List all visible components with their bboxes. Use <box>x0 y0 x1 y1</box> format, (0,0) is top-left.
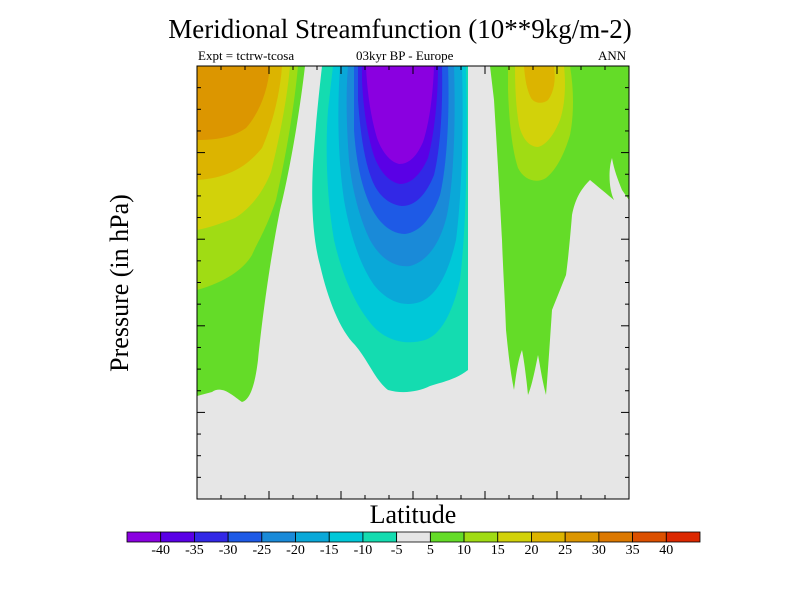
colorbar-tick-label: -5 <box>390 543 403 558</box>
colorbar-tick-label: -25 <box>252 543 272 558</box>
colorbar-swatch <box>564 531 600 543</box>
x-axis-label: Latitude <box>369 500 457 529</box>
axis-ticks <box>196 65 630 500</box>
colorbar-tick-label: -40 <box>151 543 171 558</box>
colorbar-tick-label: -20 <box>286 543 305 558</box>
contour-west-25 <box>197 66 270 140</box>
colorbar-swatch <box>295 531 330 543</box>
season-label: ANN <box>598 48 627 63</box>
experiment-label: Expt = tctrw-tcosa <box>198 48 295 63</box>
colorbar-tick-label: -35 <box>185 543 204 558</box>
colorbar-tick-label: 15 <box>490 543 505 558</box>
colorbar-swatch <box>598 531 633 543</box>
colorbar-swatch <box>328 531 364 543</box>
colorbar-tick-label: -15 <box>319 543 339 558</box>
contour-center-neg40 <box>366 66 434 164</box>
colorbar-swatch <box>531 531 566 543</box>
negative-cell-center <box>312 66 468 393</box>
colorbar-swatch <box>126 531 162 543</box>
colorbar-swatch <box>429 531 465 543</box>
colorbar-tick-label: -30 <box>218 543 238 558</box>
colorbar-swatch <box>665 531 701 543</box>
positive-cell-east <box>490 66 629 395</box>
colorbar-tick-label: 5 <box>426 543 434 558</box>
colorbar-swatch <box>632 531 667 543</box>
period-label: 03kyr BP - Europe <box>356 48 454 63</box>
colorbar-tick-label: -10 <box>353 543 373 558</box>
colorbar-swatch <box>261 531 296 543</box>
colorbar-swatch <box>463 531 499 543</box>
colorbar-tick-label: 25 <box>558 543 573 558</box>
chart-title: Meridional Streamfunction (10**9kg/m-2) <box>168 14 632 44</box>
positive-cell-west <box>197 66 305 402</box>
colorbar-tick-label: 30 <box>591 543 606 558</box>
colorbar-tick-label: 40 <box>659 543 674 558</box>
colorbar-swatch <box>362 531 398 543</box>
colorbar-swatch <box>160 531 195 543</box>
colorbar-swatch <box>194 531 229 543</box>
colorbar-tick-label: 10 <box>457 543 472 558</box>
colorbar-swatch <box>227 531 263 543</box>
colorbar <box>126 531 701 543</box>
colorbar-tick-label: 35 <box>625 543 640 558</box>
colorbar-swatch <box>497 531 532 543</box>
colorbar-tick-label: 20 <box>524 543 539 558</box>
contour-east-20 <box>524 66 555 103</box>
colorbar-swatch <box>396 531 431 543</box>
